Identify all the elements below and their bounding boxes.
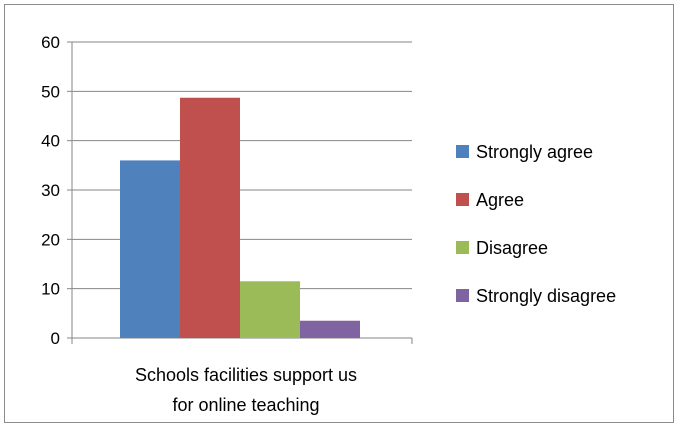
- category-label-line-1: Schools facilities support us: [135, 365, 357, 385]
- y-tick-label: 40: [41, 132, 60, 151]
- category-label-line-2: for online teaching: [172, 395, 319, 415]
- bar-agree: [180, 98, 240, 338]
- legend-label: Disagree: [476, 238, 548, 258]
- y-tick-label: 0: [51, 329, 60, 348]
- y-tick-labels: 0 10 20 30 40 50 60: [41, 33, 60, 348]
- legend-swatch: [456, 241, 469, 254]
- y-tick-label: 20: [41, 230, 60, 249]
- legend-label: Strongly agree: [476, 142, 593, 162]
- y-tick-label: 60: [41, 33, 60, 52]
- legend-swatch: [456, 193, 469, 206]
- y-tick-label: 50: [41, 82, 60, 101]
- bar-disagree: [240, 281, 300, 338]
- legend-swatch: [456, 289, 469, 302]
- legend-label: Strongly disagree: [476, 286, 616, 306]
- y-tick-label: 10: [41, 280, 60, 299]
- bar-strongly-agree: [120, 160, 180, 338]
- legend-label: Agree: [476, 190, 524, 210]
- category-labels: Schools facilities support us for online…: [135, 365, 357, 415]
- y-tick-label: 30: [41, 181, 60, 200]
- bar-strongly-disagree: [300, 321, 360, 338]
- legend: Strongly agree Agree Disagree Strongly disa…: [456, 142, 616, 306]
- bars: [120, 98, 360, 338]
- legend-swatch: [456, 145, 469, 158]
